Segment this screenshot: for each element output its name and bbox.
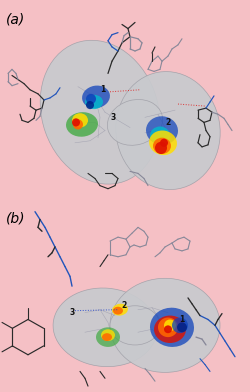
Ellipse shape xyxy=(158,318,178,337)
Ellipse shape xyxy=(153,138,171,154)
Text: 2: 2 xyxy=(122,301,127,310)
Ellipse shape xyxy=(110,306,160,345)
Ellipse shape xyxy=(101,329,115,341)
Text: 2: 2 xyxy=(166,118,170,127)
Ellipse shape xyxy=(155,142,167,154)
Text: 3: 3 xyxy=(110,113,116,122)
Ellipse shape xyxy=(113,307,123,315)
Ellipse shape xyxy=(102,333,112,341)
Ellipse shape xyxy=(72,113,88,127)
Ellipse shape xyxy=(110,278,220,372)
Ellipse shape xyxy=(164,319,176,331)
Ellipse shape xyxy=(85,95,103,109)
Ellipse shape xyxy=(82,85,110,108)
Ellipse shape xyxy=(146,116,178,145)
Ellipse shape xyxy=(53,288,157,367)
Ellipse shape xyxy=(86,94,96,104)
Text: 3: 3 xyxy=(70,308,74,317)
Ellipse shape xyxy=(116,72,220,190)
Ellipse shape xyxy=(150,308,194,347)
Ellipse shape xyxy=(177,322,187,332)
Ellipse shape xyxy=(72,118,80,127)
Text: 1: 1 xyxy=(100,85,105,94)
Ellipse shape xyxy=(40,40,160,184)
Ellipse shape xyxy=(73,119,83,129)
Ellipse shape xyxy=(66,112,98,137)
Ellipse shape xyxy=(172,318,188,333)
Text: (a): (a) xyxy=(6,12,25,26)
Ellipse shape xyxy=(150,127,170,145)
Ellipse shape xyxy=(112,304,128,316)
Ellipse shape xyxy=(154,316,186,343)
Ellipse shape xyxy=(149,131,177,155)
Ellipse shape xyxy=(107,100,163,145)
Text: (b): (b) xyxy=(6,212,25,226)
Ellipse shape xyxy=(164,325,172,333)
Ellipse shape xyxy=(160,139,168,147)
Ellipse shape xyxy=(96,327,120,347)
Ellipse shape xyxy=(86,101,94,109)
Text: 1: 1 xyxy=(180,315,184,324)
